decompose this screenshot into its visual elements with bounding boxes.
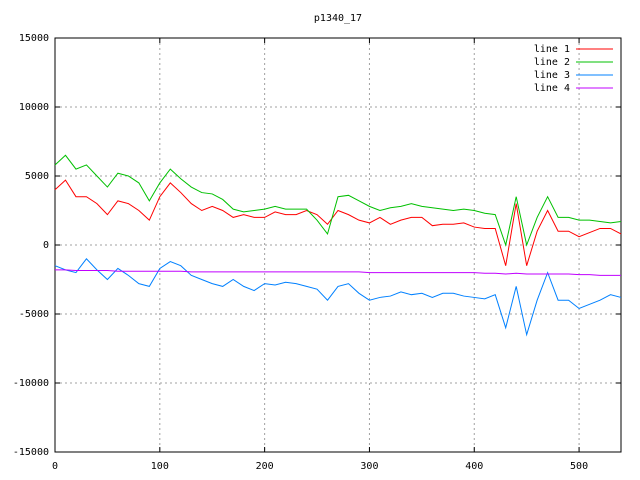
y-tick-label: 5000 [25, 171, 49, 182]
y-tick-label: -5000 [19, 309, 49, 320]
legend-label: line 3 [534, 70, 570, 81]
series-line [54, 154, 622, 247]
legend-label: line 2 [534, 57, 570, 68]
x-tick-label: 300 [360, 461, 378, 472]
x-tick-label: 200 [256, 461, 274, 472]
series-line [55, 269, 621, 276]
legend-label: line 4 [534, 83, 570, 94]
y-tick-label: 0 [43, 240, 49, 251]
x-tick-label: 100 [151, 461, 169, 472]
chart-title: p1340_17 [314, 13, 362, 24]
x-tick-label: 500 [570, 461, 588, 472]
y-tick-label: -15000 [13, 447, 49, 458]
y-tick-label: 10000 [19, 102, 49, 113]
plot-frame [54, 37, 622, 453]
legend-label: line 1 [534, 44, 570, 55]
x-tick-label: 400 [465, 461, 483, 472]
x-tick-label: 0 [52, 461, 58, 472]
series-line [54, 258, 622, 337]
y-tick-label: -10000 [13, 378, 49, 389]
y-tick-label: 15000 [19, 33, 49, 44]
series-line [54, 179, 622, 266]
